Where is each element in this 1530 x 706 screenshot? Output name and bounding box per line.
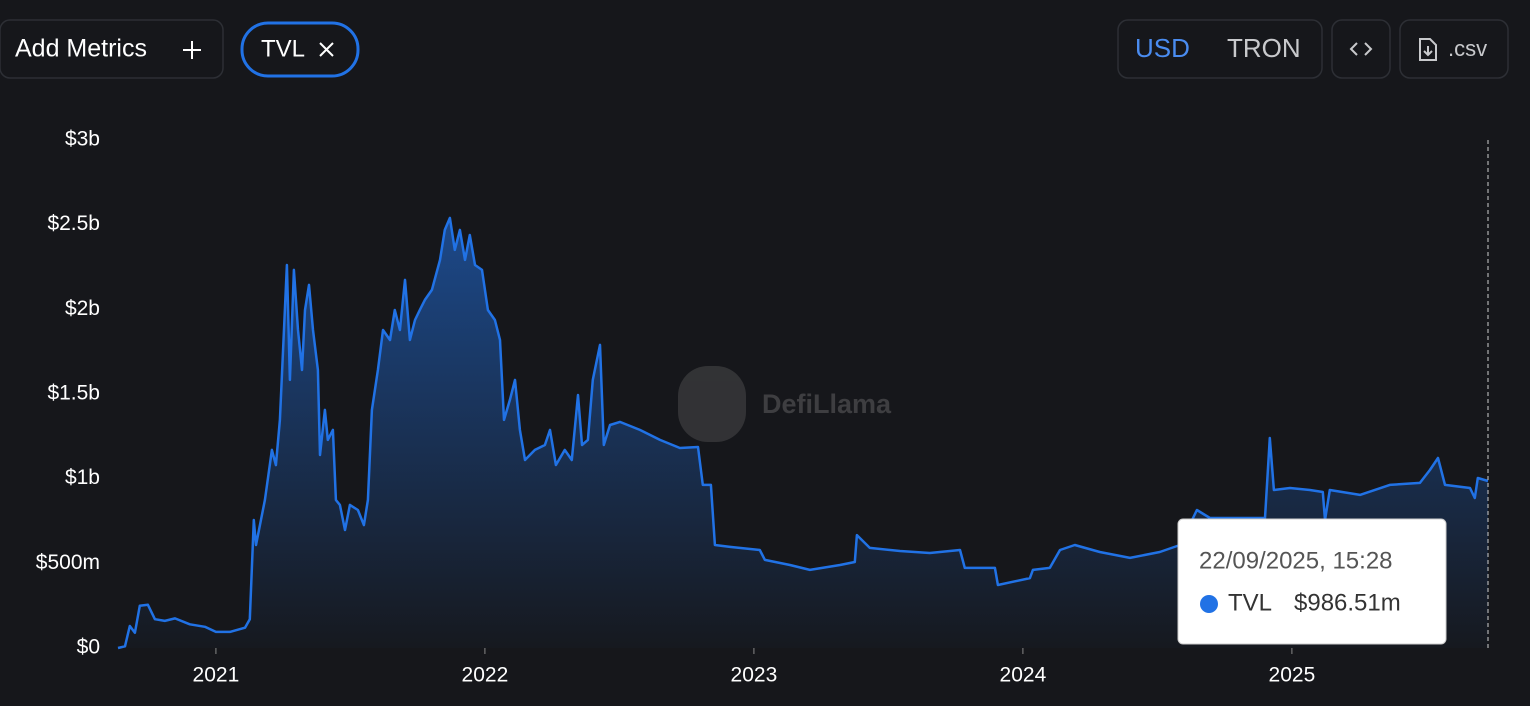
button-frame <box>0 19 224 79</box>
plus-icon <box>183 41 201 59</box>
tooltip-value: $986.51m <box>1294 589 1401 616</box>
watermark-logo <box>678 366 746 442</box>
y-tick-label: $0 <box>77 636 100 659</box>
y-tick-label: $3b <box>65 128 100 151</box>
plot: $0 $500m $1b $1.5b $2b $2.5b $3b 2021 2022 2023 20… <box>36 128 1489 687</box>
embed-button[interactable] <box>1331 19 1391 79</box>
chip-frame <box>240 21 360 78</box>
currency-usd[interactable]: USD <box>1135 33 1190 63</box>
y-tick-label: $1b <box>65 466 100 489</box>
x-tick-label: 2021 <box>193 664 240 687</box>
close-icon <box>319 42 334 57</box>
metric-chip[interactable]: TVL <box>240 21 360 78</box>
x-tick-label: 2024 <box>1000 664 1047 687</box>
code-icon <box>1349 42 1373 56</box>
x-tick-label: 2025 <box>1269 664 1316 687</box>
tvl-line <box>117 216 1489 650</box>
currency-native[interactable]: TRON <box>1227 33 1301 63</box>
tooltip: 22/09/2025, 15:28 TVL $986.51m <box>1177 140 1489 648</box>
x-tick-label: 2022 <box>462 664 509 687</box>
button-label: Add Metrics <box>15 35 147 63</box>
file-icon <box>1419 38 1437 61</box>
currency-toggle <box>1117 19 1323 79</box>
tooltip-series: TVL <box>1228 589 1272 616</box>
tooltip-box <box>1177 518 1447 645</box>
y-tick-label: $500m <box>36 551 100 574</box>
button-label: .csv <box>1448 36 1487 61</box>
y-tick-label: $2b <box>65 297 100 320</box>
watermark: DefiLlama <box>678 366 892 442</box>
x-tick-label: 2023 <box>731 664 778 687</box>
watermark-text: DefiLlama <box>762 389 892 419</box>
chip-label: TVL <box>261 35 305 62</box>
add-metrics-button[interactable]: Add Metrics <box>0 19 224 79</box>
button-frame <box>1331 19 1391 79</box>
y-tick-label: $1.5b <box>47 382 100 405</box>
button-frame <box>1399 19 1509 79</box>
tooltip-date: 22/09/2025, 15:28 <box>1199 547 1393 574</box>
csv-button[interactable]: .csv <box>1399 19 1509 79</box>
tooltip-dot <box>1200 595 1218 613</box>
area-fill <box>118 217 1488 648</box>
y-tick-label: $2.5b <box>47 212 100 235</box>
